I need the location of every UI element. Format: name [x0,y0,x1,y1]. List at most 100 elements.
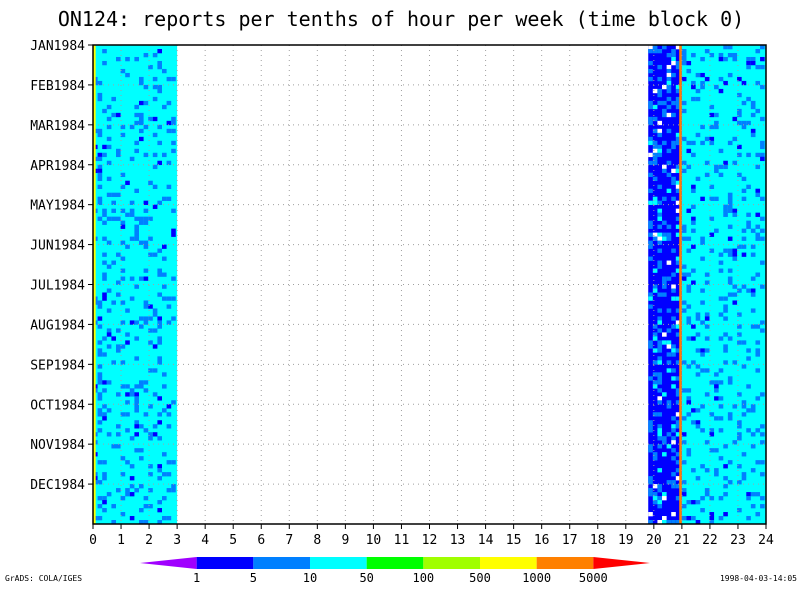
heat-cell [648,45,653,50]
heat-cell [120,68,126,74]
heat-cell [648,428,653,433]
heat-cell [162,472,167,477]
heat-cell [657,484,663,489]
heat-cell [671,144,676,150]
heat-cell [157,360,162,365]
heat-cell [709,52,715,58]
heat-cell [162,372,167,377]
footer-right: 1998-04-03-14:05 [720,574,797,583]
heat-cell [675,268,681,273]
heat-cell [727,292,733,297]
heat-cell [102,500,107,505]
heat-cell [709,432,715,437]
heat-cell [648,344,653,349]
heat-cell [116,152,121,158]
heat-cell [760,64,765,70]
heat-cell [652,140,658,146]
heat-cell [157,60,162,66]
heat-cell [750,276,756,281]
heat-cell [675,420,681,425]
heat-cell [686,516,692,521]
heat-cell [671,60,676,66]
heat-cell [148,304,153,309]
heat-cell [746,224,751,229]
heat-cell [760,392,765,397]
heat-cell [681,52,687,58]
heat-cell [718,368,724,373]
heat-cell [718,456,724,461]
heat-cell [97,164,103,170]
heat-cell [657,436,663,441]
heat-cell [143,216,149,221]
heat-cell [741,124,747,130]
heat-cell [675,232,681,237]
heat-cell [125,428,130,433]
heat-cell [750,492,756,497]
heat-cell [700,368,705,373]
heat-cell [129,276,135,281]
heat-cell [648,480,653,485]
heat-cell [102,220,107,225]
heat-cell [671,368,676,373]
heat-cell [657,292,663,297]
heat-cell [681,492,687,497]
heat-cell [652,236,658,241]
heat-cell [111,504,116,509]
heat-cell [106,136,112,142]
heat-cell [732,440,738,445]
y-tick-label: MAR1984 [30,119,85,134]
heat-cell [714,124,719,130]
heat-cell [755,232,761,237]
heat-cell [139,456,144,461]
heat-cell [666,84,672,90]
heat-cell [148,432,153,437]
heat-cell [746,408,751,413]
x-tick-label: 21 [674,533,690,548]
heat-cell [116,392,121,397]
heat-cell [675,432,681,437]
heat-cell [152,344,158,349]
heat-cell [657,236,663,241]
heat-cell [662,520,667,525]
heat-cell [102,496,107,501]
heat-cell [139,484,144,489]
heat-cell [166,320,172,325]
heat-cell [116,112,121,118]
heat-cell [671,484,676,489]
x-tick-label: 0 [89,533,97,548]
heat-cell [657,92,663,98]
heat-cell [675,60,681,66]
heat-cell [723,80,728,86]
heat-cell [120,472,126,477]
heat-cell [686,388,692,393]
heat-cell [691,280,696,285]
heat-cell [662,112,667,118]
heat-cell [746,348,751,353]
heat-cell [148,472,153,477]
heat-cell [143,200,149,205]
heat-cell [700,320,705,325]
y-tick-label: DEC1984 [30,478,85,493]
heat-cell [134,228,139,233]
heat-cell [166,76,172,82]
heat-cell [681,48,687,54]
heat-cell [755,460,761,465]
heat-cell [666,148,672,154]
heat-cell [727,52,733,58]
heat-cell [97,172,103,178]
heat-cell [700,236,705,241]
heat-cell [675,96,681,102]
heat-cell [120,320,126,325]
x-tick-label: 8 [313,533,321,548]
heat-cell [106,160,112,166]
heat-cell [691,228,696,233]
heat-cell [718,380,724,385]
heat-cell [152,392,158,397]
heat-cell [700,84,705,90]
heat-cell [755,80,761,86]
heat-cell [681,136,687,142]
heat-cell [657,412,663,417]
heat-cell [106,328,112,333]
heat-cell [727,236,733,241]
